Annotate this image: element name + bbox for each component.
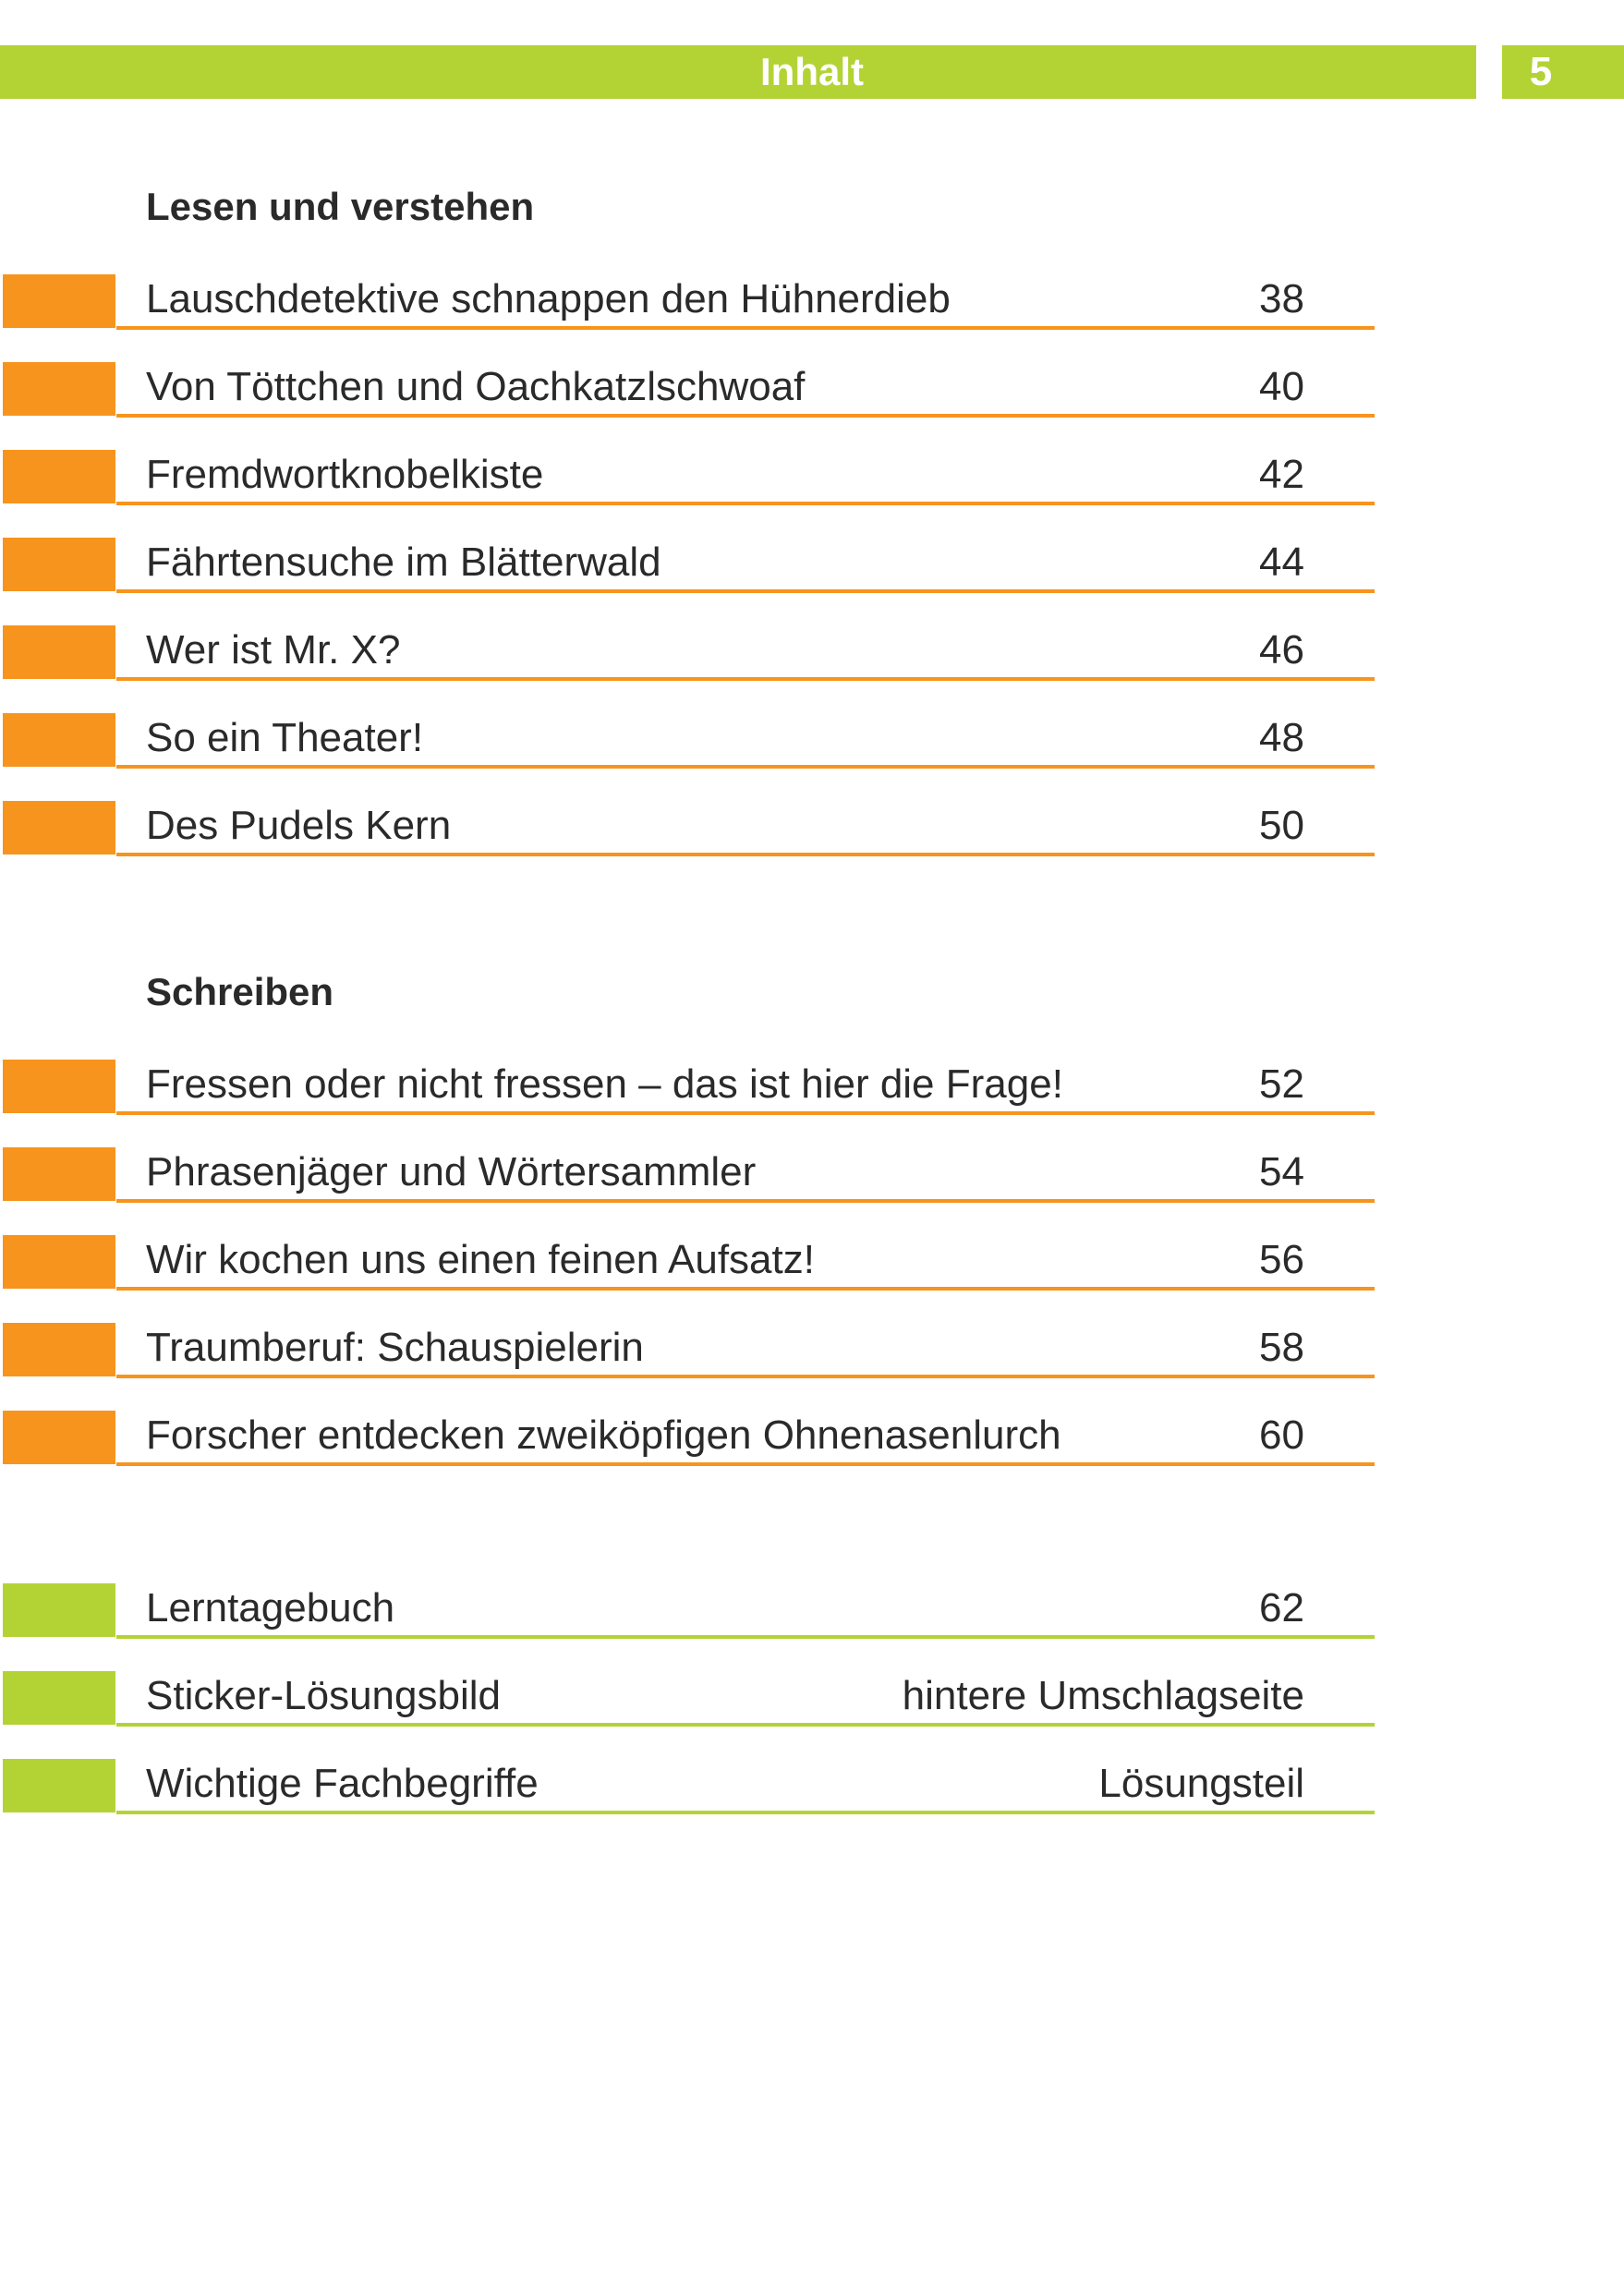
entry-marker <box>3 1235 115 1289</box>
entry-marker <box>3 1671 115 1725</box>
page-number: 5 <box>1529 49 1553 94</box>
toc-entry[interactable]: Sticker-Lösungsbild hintere Umschlagseit… <box>0 1669 1376 1757</box>
entry-title: Lauschdetektive schnappen den Hühnerdieb <box>146 276 951 321</box>
entry-marker <box>3 1759 115 1812</box>
toc-entry[interactable]: Von Töttchen und Oachkatzlschwoaf 40 <box>0 360 1376 448</box>
entry-page: 42 <box>1259 452 1304 497</box>
entry-marker <box>3 450 115 503</box>
entry-title: Phrasenjäger und Wörtersammler <box>146 1149 757 1194</box>
toc-entry[interactable]: Fremdwortknobelkiste 42 <box>0 448 1376 536</box>
entry-marker <box>3 1323 115 1376</box>
section-heading-lesen-und-verstehen: Lesen und verstehen <box>146 185 535 228</box>
entry-title: Wichtige Fachbegriffe <box>146 1761 539 1806</box>
entry-page: 54 <box>1259 1149 1304 1194</box>
entry-rule <box>116 765 1375 769</box>
entry-page: 50 <box>1259 803 1304 848</box>
entry-title: Fremdwortknobelkiste <box>146 452 544 497</box>
entry-marker <box>3 274 115 328</box>
entry-rule <box>116 1635 1375 1639</box>
entry-title: Traumberuf: Schauspielerin <box>146 1325 644 1370</box>
entry-rule <box>116 1375 1375 1378</box>
toc-list-lesen-und-verstehen: Lauschdetektive schnappen den Hühnerdieb… <box>0 273 1376 887</box>
toc-entry[interactable]: Wir kochen uns einen feinen Aufsatz! 56 <box>0 1233 1376 1321</box>
entry-page: 56 <box>1259 1237 1304 1282</box>
entry-rule <box>116 589 1375 593</box>
entry-rule <box>116 677 1375 681</box>
entry-page: 38 <box>1259 276 1304 321</box>
entry-page: 58 <box>1259 1325 1304 1370</box>
entry-page: 44 <box>1259 539 1304 585</box>
toc-entry[interactable]: Phrasenjäger und Wörtersammler 54 <box>0 1146 1376 1233</box>
entry-page: 48 <box>1259 715 1304 760</box>
entry-page: Lösungsteil <box>1098 1761 1304 1806</box>
entry-rule <box>116 853 1375 856</box>
entry-page: 46 <box>1259 627 1304 673</box>
entry-marker <box>3 1411 115 1464</box>
toc-entry[interactable]: Wichtige Fachbegriffe Lösungsteil <box>0 1757 1376 1845</box>
toc-entry[interactable]: So ein Theater! 48 <box>0 711 1376 799</box>
toc-entry[interactable]: Des Pudels Kern 50 <box>0 799 1376 887</box>
entry-rule <box>116 1287 1375 1291</box>
entry-title: Lerntagebuch <box>146 1585 395 1630</box>
header-bar <box>0 45 1476 99</box>
entry-rule <box>116 326 1375 330</box>
entry-title: Fressen oder nicht fressen – das ist hie… <box>146 1061 1063 1107</box>
page-number-tab <box>1502 45 1624 99</box>
entry-rule <box>116 1462 1375 1466</box>
toc-entry[interactable]: Fressen oder nicht fressen – das ist hie… <box>0 1058 1376 1146</box>
toc-entry[interactable]: Lerntagebuch 62 <box>0 1582 1376 1669</box>
entry-title: Des Pudels Kern <box>146 803 452 848</box>
entry-page: 40 <box>1259 364 1304 409</box>
entry-title: Sticker-Lösungsbild <box>146 1673 501 1718</box>
entry-rule <box>116 1811 1375 1814</box>
entry-rule <box>116 502 1375 505</box>
toc-entry[interactable]: Wer ist Mr. X? 46 <box>0 624 1376 711</box>
entry-marker <box>3 1147 115 1201</box>
entry-rule <box>116 1723 1375 1727</box>
entry-marker <box>3 362 115 416</box>
entry-page: 62 <box>1259 1585 1304 1630</box>
toc-list-schreiben: Fressen oder nicht fressen – das ist hie… <box>0 1058 1376 1497</box>
entry-rule <box>116 1199 1375 1203</box>
entry-title: Forscher entdecken zweiköpfigen Ohnenase… <box>146 1412 1061 1458</box>
entry-title: So ein Theater! <box>146 715 424 760</box>
entry-marker <box>3 1060 115 1113</box>
toc-entry[interactable]: Lauschdetektive schnappen den Hühnerdieb… <box>0 273 1376 360</box>
entry-title: Fährtensuche im Blätterwald <box>146 539 661 585</box>
entry-rule <box>116 1111 1375 1115</box>
toc-entry[interactable]: Traumberuf: Schauspielerin 58 <box>0 1321 1376 1409</box>
entry-marker <box>3 713 115 767</box>
toc-entry[interactable]: Fährtensuche im Blätterwald 44 <box>0 536 1376 624</box>
entry-rule <box>116 414 1375 418</box>
page-title: Inhalt <box>760 50 864 93</box>
section-heading-schreiben: Schreiben <box>146 970 334 1013</box>
toc-entry[interactable]: Forscher entdecken zweiköpfigen Ohnenase… <box>0 1409 1376 1497</box>
toc-list-appendix: Lerntagebuch 62 Sticker-Lösungsbild hint… <box>0 1582 1376 1845</box>
entry-marker <box>3 625 115 679</box>
entry-title: Von Töttchen und Oachkatzlschwoaf <box>146 364 806 409</box>
entry-marker <box>3 801 115 855</box>
entry-page: hintere Umschlagseite <box>902 1673 1304 1718</box>
entry-page: 52 <box>1259 1061 1304 1107</box>
entry-marker <box>3 1583 115 1637</box>
entry-title: Wir kochen uns einen feinen Aufsatz! <box>146 1237 815 1282</box>
entry-page: 60 <box>1259 1412 1304 1458</box>
entry-marker <box>3 538 115 591</box>
entry-title: Wer ist Mr. X? <box>146 627 401 673</box>
